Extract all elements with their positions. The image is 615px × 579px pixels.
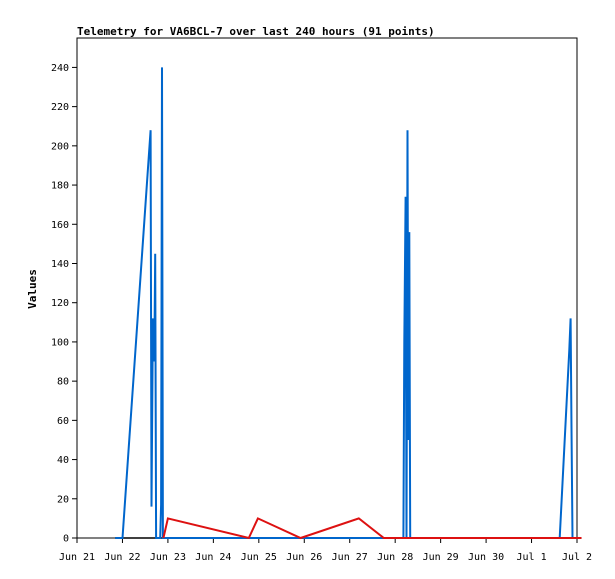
y-tick-label: 120 — [51, 298, 69, 309]
x-tick-label: Jun 28 — [377, 552, 413, 563]
y-tick-label: 40 — [57, 455, 69, 466]
y-tick-label: 180 — [51, 181, 69, 192]
x-tick-label: Jul 2 — [562, 552, 592, 563]
y-axis-label: Values — [26, 269, 39, 309]
series-line-1 — [115, 67, 582, 539]
y-tick-label: 20 — [57, 494, 69, 505]
x-tick-label: Jun 25 — [241, 552, 277, 563]
x-tick-label: Jun 23 — [150, 552, 186, 563]
x-tick-label: Jun 30 — [468, 552, 504, 563]
y-tick-label: 100 — [51, 337, 69, 348]
y-tick-label: 200 — [51, 141, 69, 152]
chart-title: Telemetry for VA6BCL-7 over last 240 hou… — [77, 25, 435, 38]
series-line-2 — [162, 517, 582, 540]
y-tick-label: 60 — [57, 416, 69, 427]
y-tick-label: 160 — [51, 220, 69, 231]
y-tick-label: 220 — [51, 102, 69, 113]
x-axis: Jun 21 Jun 22 Jun 23 Jun 24 Jun 25 Jun 26 Jun … — [59, 538, 592, 563]
y-tick-label: 80 — [57, 377, 69, 388]
y-axis: 0 20 40 60 80 100 120 140 160 180 200 220 240 — [51, 63, 77, 545]
y-tick-label: 0 — [63, 534, 69, 545]
series-layer — [115, 67, 582, 540]
x-tick-label: Jun 29 — [423, 552, 459, 563]
x-tick-label: Jun 26 — [286, 552, 322, 563]
y-tick-label: 240 — [51, 63, 69, 74]
x-tick-label: Jun 27 — [332, 552, 368, 563]
y-tick-label: 140 — [51, 259, 69, 270]
x-tick-label: Jun 21 — [59, 552, 95, 563]
x-tick-label: Jul 1 — [516, 552, 546, 563]
x-tick-label: Jun 24 — [195, 552, 231, 563]
x-tick-label: Jun 22 — [104, 552, 140, 563]
